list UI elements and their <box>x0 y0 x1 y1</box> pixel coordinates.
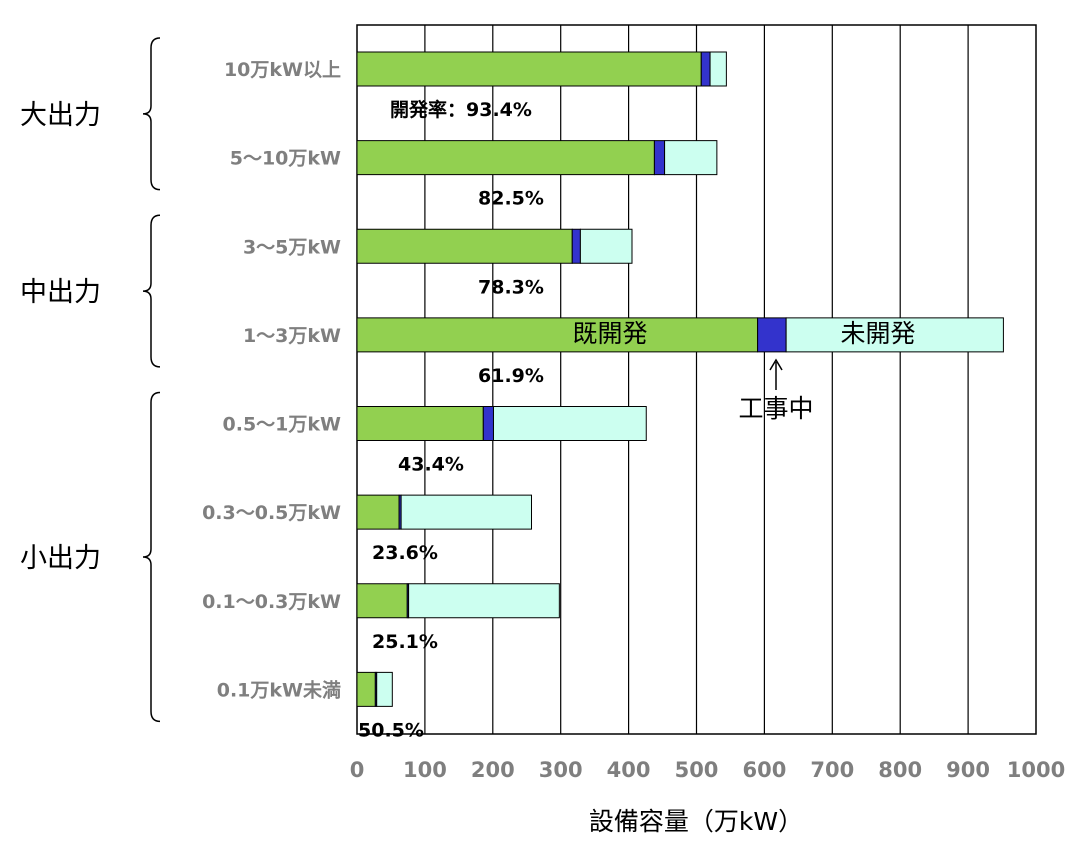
bars <box>356 51 1004 707</box>
category-label: 0.1万kW未満 <box>217 678 341 701</box>
inbar-label-undeveloped: 未開発 <box>840 319 915 348</box>
bar-segment <box>356 51 702 87</box>
annotation-under-construction: 工事中 <box>738 394 813 423</box>
category-label: 0.5～1万kW <box>223 414 342 436</box>
bar-segment <box>356 228 573 264</box>
category-label: 3～5万kW <box>243 236 341 258</box>
bar-segment <box>356 671 376 707</box>
tick-labels: 0 100 200 300 400 500 600 700 800 900 1000 <box>350 758 1066 782</box>
rate-label: 78.3% <box>478 276 544 298</box>
bar-segment <box>709 51 727 87</box>
group-bracket <box>142 391 161 723</box>
group-bracket <box>142 214 161 368</box>
x-tick-label: 700 <box>810 758 854 782</box>
bar-segment <box>356 583 408 619</box>
rate-label: 23.6% <box>372 542 438 564</box>
rate-label: 61.9% <box>478 365 544 387</box>
x-axis-label: 設備容量（万kW） <box>589 807 803 836</box>
x-tick-label: 400 <box>607 758 651 782</box>
x-tick-label: 100 <box>403 758 447 782</box>
bar-segment <box>664 140 718 176</box>
bar-segment <box>356 317 759 353</box>
rate-label: 開発率：93.4% <box>390 98 532 121</box>
bar-segment <box>571 228 581 264</box>
rate-labels: 開発率：93.4% 82.5% 78.3% 61.9% 43.4% 23.6% 25.1% 5… <box>358 98 544 741</box>
x-tick-label: 500 <box>675 758 719 782</box>
rate-label: 50.5% <box>358 719 424 741</box>
bar-segment <box>653 140 666 176</box>
category-label: 5～10万kW <box>230 148 341 170</box>
category-label: 1～3万kW <box>243 325 341 347</box>
x-tick-label: 800 <box>878 758 922 782</box>
x-tick-label: 300 <box>539 758 583 782</box>
inbar-label-existing: 既開発 <box>572 319 647 348</box>
category-label: 0.3～0.5万kW <box>202 502 341 524</box>
category-labels: 10万kW以上 5～10万kW 3～5万kW 1～3万kW 0.5～1万kW 0.3～0.… <box>202 59 341 701</box>
category-label: 10万kW以上 <box>224 59 341 81</box>
bar-segment <box>579 228 633 264</box>
bar-segment <box>356 406 484 441</box>
bar-segment <box>376 671 393 707</box>
rate-label: 82.5% <box>478 188 544 210</box>
category-label: 0.1～0.3万kW <box>202 591 341 613</box>
group-label: 中出力 <box>20 277 101 308</box>
group-label: 大出力 <box>20 100 101 131</box>
bar-segment <box>785 317 1004 353</box>
group-bracket <box>142 37 161 191</box>
x-tick-label: 0 <box>350 758 365 782</box>
x-tick-label: 1000 <box>1007 758 1065 782</box>
group-label: 小出力 <box>20 543 101 574</box>
bar-segment <box>757 317 787 353</box>
rate-label: 43.4% <box>398 454 464 476</box>
bar-segment <box>400 494 533 530</box>
bar-segment <box>700 51 711 87</box>
rate-label: 25.1% <box>372 631 438 653</box>
x-tick-label: 900 <box>946 758 990 782</box>
bar-segment <box>482 406 494 441</box>
x-tick-label: 200 <box>471 758 515 782</box>
bar-segment <box>492 406 647 441</box>
bar-segment <box>408 583 560 619</box>
x-tick-label: 600 <box>742 758 786 782</box>
under-construction-arrow <box>769 358 783 390</box>
bar-segment <box>356 494 400 530</box>
bar-segment <box>356 140 655 176</box>
